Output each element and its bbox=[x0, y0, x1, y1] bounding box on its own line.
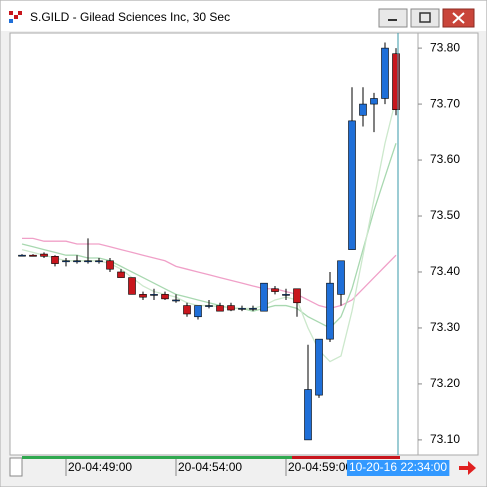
candle-body bbox=[205, 305, 213, 307]
candle-body bbox=[150, 294, 158, 296]
scroll-box[interactable] bbox=[9, 457, 23, 477]
cursor-label-bg bbox=[346, 460, 450, 476]
y-tick-label: 73.40 bbox=[430, 264, 460, 278]
minimize-button[interactable] bbox=[378, 8, 408, 28]
candle-body bbox=[161, 294, 169, 300]
candle-body bbox=[18, 254, 26, 257]
candle-body bbox=[348, 120, 356, 250]
candle-body bbox=[62, 260, 70, 263]
candle-body bbox=[128, 277, 136, 295]
candle-body bbox=[40, 253, 48, 257]
candle-body bbox=[293, 288, 301, 304]
candle-body bbox=[106, 260, 114, 270]
y-tick-label: 73.70 bbox=[430, 96, 460, 110]
y-tick-label: 73.20 bbox=[430, 376, 460, 390]
candle-body bbox=[95, 260, 103, 263]
price-axis bbox=[417, 32, 479, 456]
candle-body bbox=[249, 308, 257, 310]
y-tick-label: 73.80 bbox=[430, 40, 460, 54]
candle-body bbox=[117, 271, 125, 278]
candle-body bbox=[73, 260, 81, 263]
candle-body bbox=[216, 305, 224, 312]
y-tick-label: 73.60 bbox=[430, 152, 460, 166]
close-button[interactable] bbox=[442, 8, 475, 28]
x-tick-label: 20-04:49:00 bbox=[68, 460, 132, 474]
candle-body bbox=[139, 294, 147, 298]
window-title: S.GILD - Gilead Sciences Inc, 30 Sec bbox=[30, 10, 230, 24]
candle-body bbox=[381, 47, 389, 99]
cursor-label: 10-20-16 22:34:00 bbox=[349, 460, 447, 474]
x-tick-label: 20-04:59:00 bbox=[288, 460, 352, 474]
candle-body bbox=[282, 294, 290, 296]
candle-body bbox=[51, 256, 59, 264]
candle-body bbox=[238, 308, 246, 310]
candle-body bbox=[227, 305, 235, 311]
candle-body bbox=[359, 103, 367, 116]
candle-body bbox=[326, 282, 334, 340]
y-tick-label: 73.30 bbox=[430, 320, 460, 334]
candle-body bbox=[337, 260, 345, 295]
plot-area bbox=[9, 32, 419, 456]
candle-body bbox=[194, 305, 202, 318]
candle-body bbox=[260, 282, 268, 312]
session-bar bbox=[22, 456, 292, 459]
candle-body bbox=[370, 98, 378, 105]
candle-body bbox=[183, 305, 191, 315]
candle-body bbox=[304, 389, 312, 441]
app-icon bbox=[9, 11, 22, 23]
candle-body bbox=[29, 254, 37, 257]
candle-body bbox=[172, 299, 180, 302]
candle-body bbox=[271, 288, 279, 292]
candle-body bbox=[84, 260, 92, 263]
scroll-arrow[interactable] bbox=[459, 461, 476, 475]
restore-button[interactable] bbox=[410, 8, 440, 28]
y-tick-label: 73.10 bbox=[430, 432, 460, 446]
y-tick-label: 73.50 bbox=[430, 208, 460, 222]
x-tick-label: 20-04:54:00 bbox=[178, 460, 242, 474]
candle-body bbox=[315, 338, 323, 396]
candle-body bbox=[392, 53, 400, 110]
session-bar bbox=[292, 456, 400, 459]
